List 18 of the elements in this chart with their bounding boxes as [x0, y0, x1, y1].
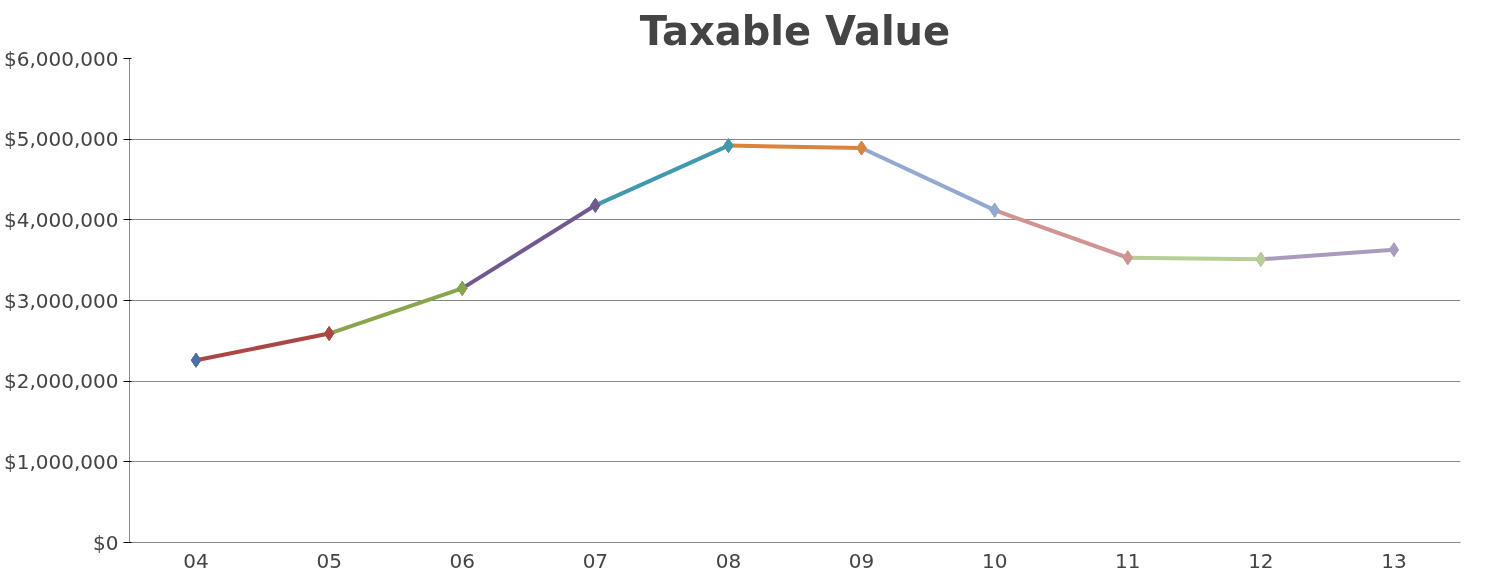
x-tick-label: 04: [183, 548, 209, 573]
y-tick-label: $5,000,000: [3, 127, 119, 152]
x-tick-label: 06: [449, 548, 475, 573]
x-tick-label: 10: [981, 548, 1008, 573]
y-tick-label: $2,000,000: [3, 369, 119, 394]
x-tick-label: 05: [316, 548, 342, 573]
x-tick-label: 13: [1381, 548, 1407, 573]
x-tick-label: 08: [715, 548, 742, 573]
y-tick-label: $6,000,000: [3, 46, 119, 71]
chart-title: Taxable Value: [639, 7, 951, 54]
x-tick-label: 07: [582, 548, 609, 573]
y-tick-label: $1,000,000: [3, 449, 119, 474]
x-tick-label: 11: [1115, 548, 1141, 573]
x-tick-label: 12: [1248, 548, 1274, 573]
y-tick-label: $0: [93, 530, 119, 555]
y-tick-label: $3,000,000: [3, 288, 119, 313]
x-tick-label: 09: [848, 548, 875, 573]
y-tick-label: $4,000,000: [3, 207, 119, 232]
